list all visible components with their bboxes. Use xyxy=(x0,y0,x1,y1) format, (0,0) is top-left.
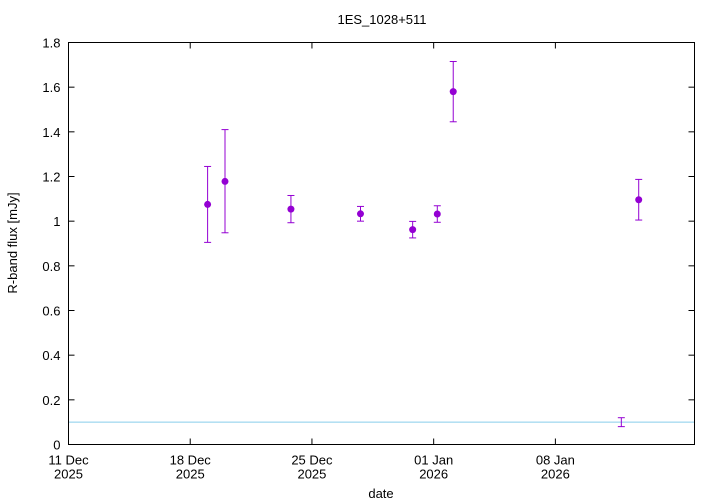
y-tick-label: 1.8 xyxy=(42,36,60,51)
data-point xyxy=(287,205,295,213)
y-tick-label: 0.6 xyxy=(42,304,60,319)
data-point xyxy=(449,88,457,96)
x-tick-label-year: 2025 xyxy=(297,467,326,482)
x-tick-label: 11 Dec xyxy=(48,453,89,468)
data-point xyxy=(356,210,364,218)
x-tick-label-year: 2025 xyxy=(54,467,83,482)
data-point xyxy=(433,210,441,218)
y-tick-label: 1 xyxy=(53,214,60,229)
x-tick-label: 18 Dec xyxy=(170,453,212,468)
y-tick-label: 1.6 xyxy=(42,80,60,95)
x-tick-label-year: 2026 xyxy=(419,467,448,482)
plot-frame xyxy=(68,42,695,445)
y-tick-label: 1.2 xyxy=(42,170,60,185)
x-tick-label: 08 Jan xyxy=(536,453,575,468)
data-point xyxy=(204,200,212,208)
y-tick-label: 1.4 xyxy=(42,125,60,140)
chart-title: 1ES_1028+511 xyxy=(337,12,426,27)
x-tick-label: 01 Jan xyxy=(414,453,453,468)
y-tick-label: 0 xyxy=(53,438,60,453)
series-1 xyxy=(204,60,643,243)
data-point xyxy=(635,196,643,204)
y-tick-label: 0.2 xyxy=(42,393,60,408)
data-point xyxy=(221,177,229,185)
y-axis-title: R-band flux [mJy] xyxy=(5,192,20,293)
data-point xyxy=(409,226,417,234)
x-tick-label-year: 2026 xyxy=(541,467,570,482)
x-axis-title: date xyxy=(368,486,393,501)
data-series xyxy=(204,60,643,428)
y-tick-label: 0.4 xyxy=(42,348,60,363)
x-tick-label-year: 2025 xyxy=(176,467,205,482)
x-tick-label: 25 Dec xyxy=(291,453,333,468)
y-tick-label: 0.8 xyxy=(42,259,60,274)
series-2 xyxy=(617,417,625,428)
